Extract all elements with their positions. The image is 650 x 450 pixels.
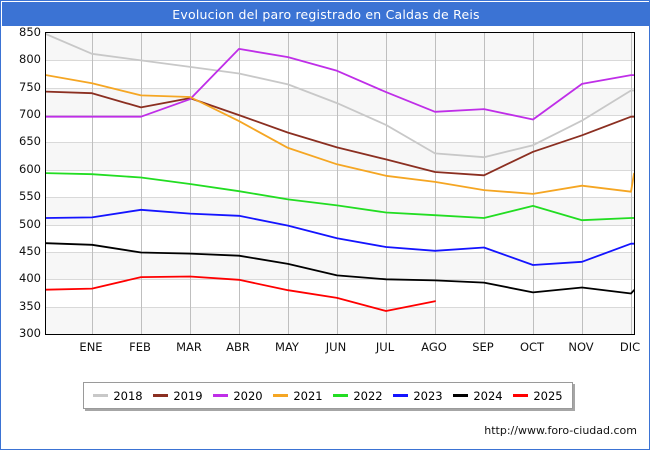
y-axis-tick: 650 bbox=[19, 134, 41, 149]
y-axis-tick: 700 bbox=[19, 107, 41, 122]
grid-line-vertical bbox=[288, 33, 289, 334]
footer-url: http://www.foro-ciudad.com bbox=[484, 424, 637, 437]
legend-label: 2022 bbox=[353, 388, 383, 403]
legend-item-2022[interactable]: 2022 bbox=[333, 388, 383, 403]
legend-label: 2023 bbox=[413, 388, 443, 403]
grid-line-horizontal bbox=[46, 224, 634, 226]
y-axis-tick: 500 bbox=[19, 216, 41, 231]
legend-item-2020[interactable]: 2020 bbox=[213, 388, 263, 403]
y-axis-tick: 600 bbox=[19, 161, 41, 176]
y-axis-tick: 550 bbox=[19, 189, 41, 204]
grid-line-horizontal bbox=[46, 306, 634, 308]
x-axis-tick: MAR bbox=[176, 340, 202, 354]
y-axis-tick: 350 bbox=[19, 298, 41, 313]
grid-line-vertical bbox=[141, 33, 142, 334]
x-axis-tick: JUL bbox=[375, 340, 395, 354]
legend-swatch-icon bbox=[153, 394, 169, 397]
x-axis-tick: NOV bbox=[568, 340, 594, 354]
x-axis-tick: JUN bbox=[325, 340, 347, 354]
legend-label: 2018 bbox=[113, 388, 143, 403]
page-title: Evolucion del paro registrado en Caldas … bbox=[172, 6, 480, 22]
grid-line-vertical bbox=[533, 33, 534, 334]
x-axis-tick: AGO bbox=[421, 340, 447, 354]
x-axis-tick: ABR bbox=[226, 340, 250, 354]
legend-item-2021[interactable]: 2021 bbox=[273, 388, 323, 403]
grid-band bbox=[46, 33, 634, 61]
series-line-2021 bbox=[46, 74, 634, 195]
legend-swatch-icon bbox=[393, 394, 409, 397]
y-axis-tick: 450 bbox=[19, 243, 41, 258]
series-line-2018 bbox=[46, 33, 634, 159]
grid-line-horizontal bbox=[46, 251, 634, 253]
legend-swatch-icon bbox=[333, 394, 349, 397]
legend-swatch-icon bbox=[453, 394, 469, 397]
legend-label: 2020 bbox=[233, 388, 263, 403]
chart-canvas: 850 800 750 700 650 600 550 500 450 400 350 300 ENE… bbox=[1, 25, 650, 356]
grid-band bbox=[46, 87, 634, 116]
series-line-2020 bbox=[46, 47, 634, 121]
legend-label: 2021 bbox=[293, 388, 323, 403]
grid-line-vertical bbox=[239, 33, 240, 334]
legend-label: 2025 bbox=[533, 388, 563, 403]
series-line-2025 bbox=[46, 275, 436, 312]
window-title-bar: Evolucion del paro registrado en Caldas … bbox=[2, 2, 650, 26]
legend-label: 2019 bbox=[173, 388, 203, 403]
grid-line-horizontal bbox=[46, 60, 634, 62]
grid-line-horizontal bbox=[46, 87, 634, 89]
grid-line-horizontal bbox=[46, 279, 634, 281]
legend-swatch-icon bbox=[93, 394, 109, 397]
legend-item-2018[interactable]: 2018 bbox=[93, 388, 143, 403]
grid-line-vertical bbox=[92, 33, 93, 334]
y-axis-labels: 850 800 750 700 650 600 550 500 450 400 350 300 bbox=[1, 25, 41, 340]
series-line-2024 bbox=[46, 242, 634, 295]
legend-item-2023[interactable]: 2023 bbox=[393, 388, 443, 403]
series-line-2019 bbox=[46, 90, 634, 177]
grid-line-vertical bbox=[484, 33, 485, 334]
grid-band bbox=[46, 306, 634, 334]
y-axis-tick: 400 bbox=[19, 271, 41, 286]
grid-line-vertical bbox=[386, 33, 387, 334]
grid-line-vertical bbox=[435, 33, 436, 334]
grid-line-vertical bbox=[337, 33, 338, 334]
x-axis-tick: ENE bbox=[79, 340, 103, 354]
legend-swatch-icon bbox=[213, 394, 229, 397]
series-line-2022 bbox=[46, 172, 634, 222]
legend-swatch-icon bbox=[513, 394, 529, 397]
series-line-2023 bbox=[46, 208, 634, 266]
y-axis-tick: 750 bbox=[19, 79, 41, 94]
x-axis-tick: FEB bbox=[129, 340, 151, 354]
legend-item-2024[interactable]: 2024 bbox=[453, 388, 503, 403]
x-axis-tick: DIC bbox=[619, 340, 641, 354]
grid-line-horizontal bbox=[46, 197, 634, 199]
y-axis-tick: 850 bbox=[19, 25, 41, 39]
legend-swatch-icon bbox=[273, 394, 289, 397]
y-axis-tick: 300 bbox=[19, 326, 41, 340]
series-layer bbox=[46, 33, 634, 312]
y-axis-tick: 800 bbox=[19, 52, 41, 67]
plot-area bbox=[45, 32, 635, 335]
grid-line-vertical bbox=[582, 33, 583, 334]
x-axis-tick: SEP bbox=[472, 340, 494, 354]
legend-label: 2024 bbox=[473, 388, 503, 403]
legend-item-2025[interactable]: 2025 bbox=[513, 388, 563, 403]
x-axis-tick: OCT bbox=[519, 340, 545, 354]
legend: 2018 2019 2020 2021 2022 2023 2024 2025 bbox=[83, 382, 573, 409]
grid-line-horizontal bbox=[46, 169, 634, 171]
grid-line-horizontal bbox=[46, 115, 634, 117]
x-axis-labels: ENE FEB MAR ABR MAY JUN JUL AGO SEP OCT NOV DIC bbox=[45, 340, 640, 360]
x-axis-tick: MAY bbox=[275, 340, 299, 354]
legend-item-2019[interactable]: 2019 bbox=[153, 388, 203, 403]
grid-line-horizontal bbox=[46, 142, 634, 144]
